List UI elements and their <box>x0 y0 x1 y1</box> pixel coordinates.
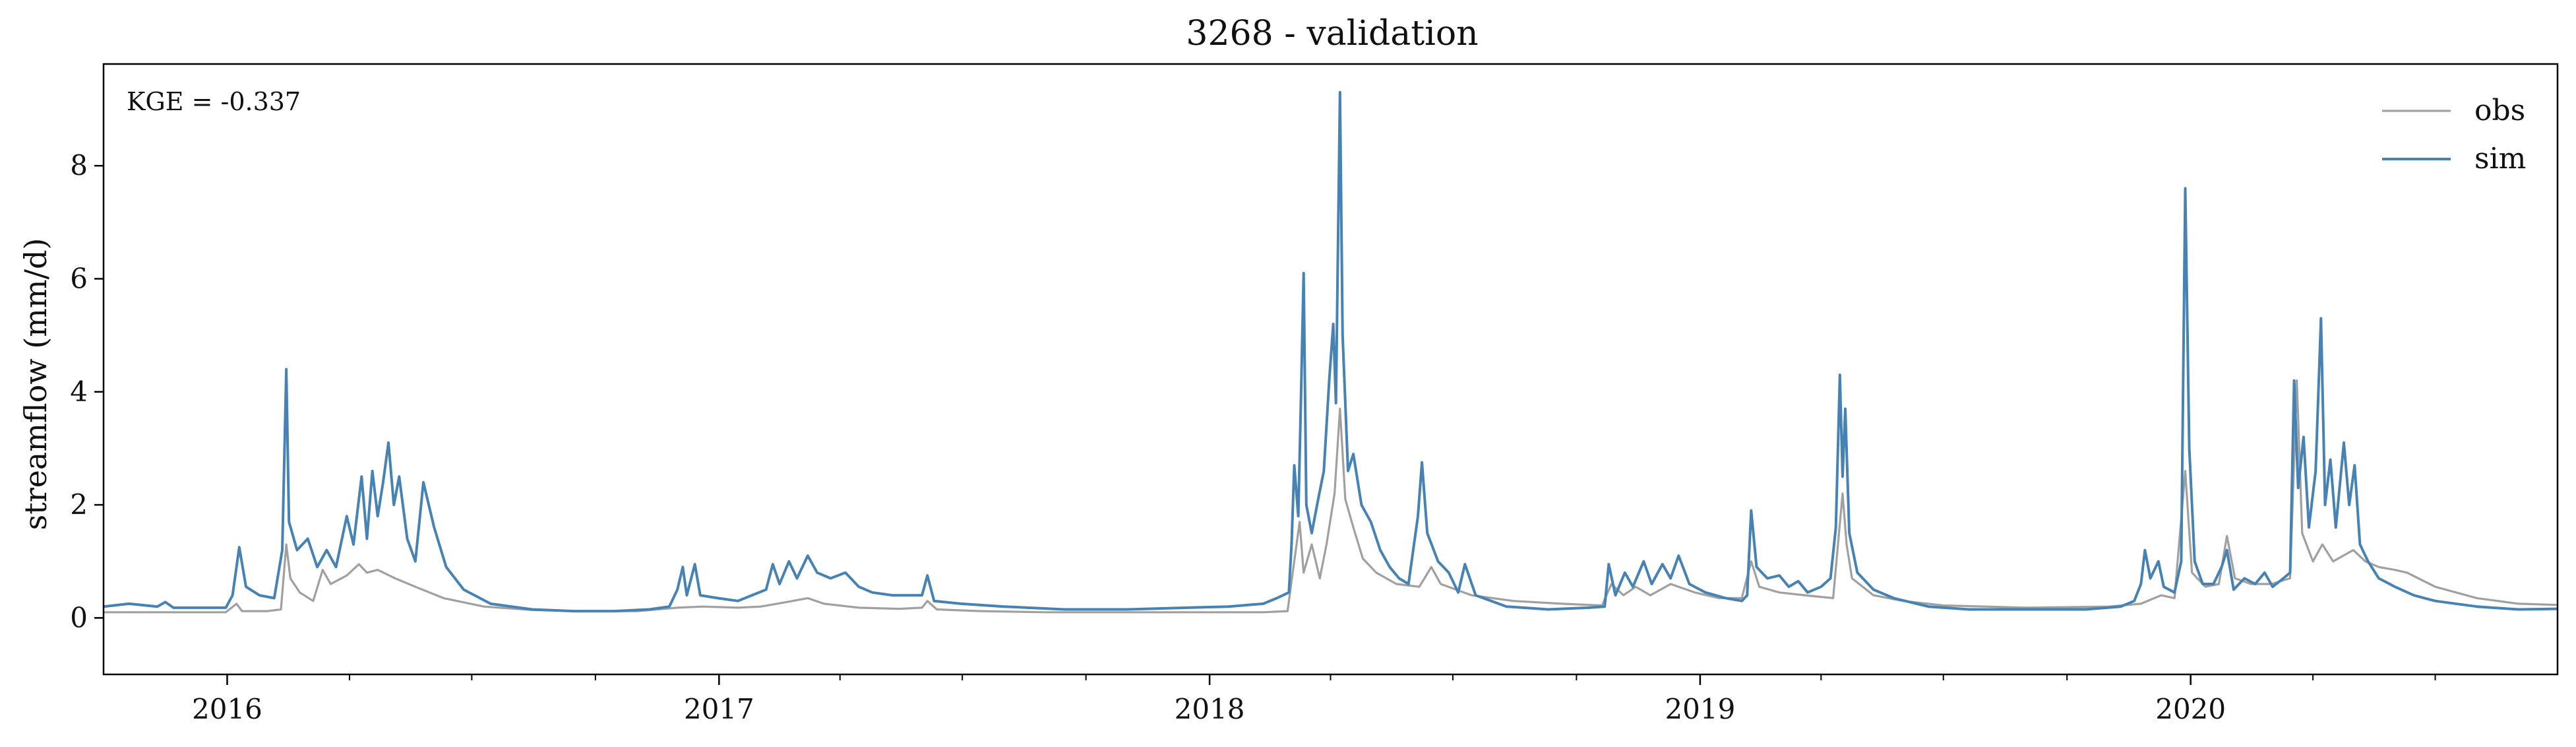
kge-annotation: KGE = -0.337 <box>127 87 301 116</box>
ticks: 0 2 4 6 8 2016 2017 2018 2019 2020 <box>70 149 2436 725</box>
y-axis-label: streamflow (mm/d) <box>18 238 53 531</box>
y-tick-label: 2 <box>70 488 88 521</box>
series-group <box>104 90 2558 614</box>
y-tick-label: 4 <box>70 375 88 408</box>
y-tick-label: 0 <box>70 601 88 633</box>
x-tick-label: 2017 <box>684 693 754 725</box>
legend-label-obs: obs <box>2474 94 2525 127</box>
plot-area <box>104 90 2558 614</box>
y-tick-label: 6 <box>70 262 88 294</box>
legend-label-sim: sim <box>2474 142 2526 176</box>
series-line-obs <box>104 379 2558 614</box>
x-tick-label: 2018 <box>1175 693 1245 725</box>
legend: obs sim <box>2382 94 2526 176</box>
chart-title: 3268 - validation <box>1186 14 1478 53</box>
x-tick-label: 2019 <box>1665 693 1735 725</box>
x-tick-label: 2020 <box>2155 693 2226 725</box>
y-tick-label: 8 <box>70 149 88 181</box>
x-tick-label: 2016 <box>192 693 262 725</box>
series-line-sim <box>104 90 2558 613</box>
